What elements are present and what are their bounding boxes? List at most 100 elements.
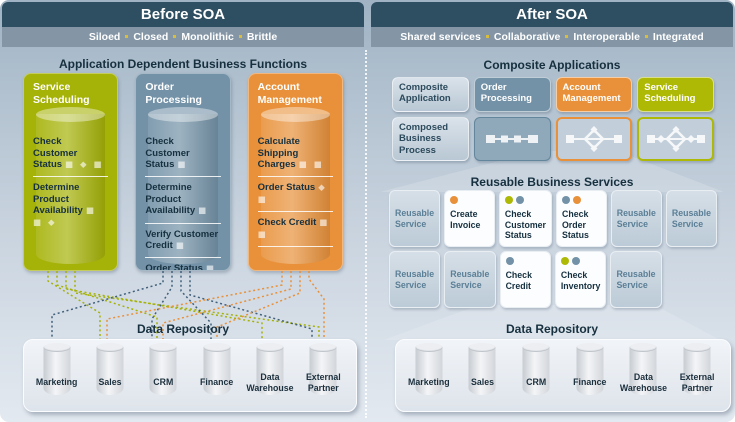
app-name: Service Scheduling bbox=[33, 81, 90, 107]
reusable-service-box: Reusable Service bbox=[610, 190, 662, 247]
database-label: External Partner bbox=[679, 372, 715, 393]
cylinder-icon bbox=[260, 107, 330, 264]
right-data-repository: Marketing Sales CRM Finance Data Warehou… bbox=[395, 339, 731, 412]
application-silos: Service Scheduling Check Customer Status… bbox=[23, 73, 343, 271]
database-marketing: Marketing bbox=[404, 340, 454, 411]
reusable-service-box: Reusable Service bbox=[444, 251, 496, 308]
service-label: Check Order Status bbox=[561, 209, 589, 241]
create-invoice-service-box: Create Invoice bbox=[444, 190, 495, 247]
app-function: Check Customer Status ■ bbox=[145, 131, 220, 176]
tagline-dot-icon bbox=[644, 35, 648, 38]
before-soa-tagline: Siloed Closed Monolithic Brittle bbox=[2, 27, 364, 47]
green-status-dot-icon bbox=[560, 257, 569, 265]
tagline-dot-icon bbox=[485, 35, 489, 38]
database-sales: Sales bbox=[457, 340, 507, 411]
tagline-word: Collaborative bbox=[493, 31, 561, 43]
function-label: Determine Product Availability bbox=[33, 182, 83, 217]
decision-flow-box bbox=[637, 117, 714, 162]
database-label: CRM bbox=[526, 377, 547, 388]
before-soa-panel: Before SOA Siloed Closed Monolithic Brittle… bbox=[0, 0, 366, 422]
service-scheduling-box: Service Scheduling bbox=[637, 77, 714, 112]
reusable-services-row-2: Reusable Service Reusable Service Check … bbox=[389, 251, 717, 308]
database-label: Data Warehouse bbox=[619, 372, 667, 393]
reusable-service-box: Reusable Service bbox=[610, 251, 662, 308]
reusable-services-row-1: Reusable Service Create Invoice Check Cu… bbox=[389, 190, 717, 247]
database-cylinder-icon bbox=[683, 343, 711, 395]
service-marker-icons: ■ bbox=[198, 206, 209, 217]
service-dots bbox=[560, 257, 601, 267]
database-cylinder-icon bbox=[522, 343, 550, 395]
reusable-service-box: Reusable Service bbox=[389, 190, 441, 247]
service-label: Check Customer Status bbox=[504, 209, 546, 241]
service-label: Check Credit bbox=[505, 270, 532, 291]
blue-status-dot-icon bbox=[505, 257, 514, 265]
tagline-word: Closed bbox=[133, 31, 169, 43]
service-label: Reusable Service bbox=[616, 268, 656, 290]
service-marker-icons: ■ ■ bbox=[257, 218, 330, 240]
check-credit-service-box: Check Credit bbox=[499, 251, 551, 308]
tagline-dot-icon bbox=[565, 35, 569, 38]
database-finance: Finance bbox=[192, 340, 242, 411]
after-soa-panel: After SOA Shared services Collaborative In… bbox=[369, 0, 735, 422]
service-marker-icons: ■ bbox=[175, 240, 186, 251]
database-cylinder-icon bbox=[203, 343, 231, 395]
after-soa-tagline: Shared services Collaborative Interoperabl… bbox=[371, 27, 733, 47]
orange-status-dot-icon bbox=[572, 196, 581, 204]
app-function: Order Status ◆ ■ bbox=[257, 176, 333, 211]
database-sales: Sales bbox=[85, 340, 135, 411]
service-dots bbox=[504, 196, 546, 206]
tagline-word: Monolithic bbox=[181, 31, 234, 43]
service-marker-icons: ■ bbox=[205, 264, 216, 271]
service-label: Reusable Service bbox=[671, 207, 711, 229]
app-function: Check Customer Status ■ ◆ ■ bbox=[33, 131, 108, 176]
app-name: Order Processing bbox=[145, 81, 202, 107]
tagline-dot-icon bbox=[173, 35, 177, 38]
service-marker-icons: ■ ■ ◆ bbox=[33, 206, 96, 228]
cylinder-icon bbox=[148, 107, 218, 264]
order-processing-box: Order Processing bbox=[473, 77, 551, 112]
database-cylinder-icon bbox=[256, 343, 284, 395]
service-label: Reusable Service bbox=[395, 207, 435, 229]
database-label: Marketing bbox=[408, 377, 450, 388]
empty-cell bbox=[666, 251, 717, 308]
blue-status-dot-icon bbox=[561, 196, 570, 204]
app-function: Calculate Shipping Charges ■ ■ bbox=[258, 131, 333, 176]
app-name: Account Management bbox=[257, 81, 322, 107]
function-label: Order Status bbox=[145, 263, 203, 271]
tagline-word: Brittle bbox=[246, 31, 278, 43]
service-label: Create Invoice bbox=[450, 209, 481, 230]
database-external-partner: External Partner bbox=[672, 340, 722, 411]
service-label: Reusable Service bbox=[450, 268, 490, 290]
app-function-list: Calculate Shipping Charges ■ ■ Order Stat… bbox=[257, 131, 333, 247]
function-label: Calculate Shipping Charges bbox=[257, 136, 300, 171]
service-marker-icons: ■ bbox=[177, 160, 188, 171]
app-function: Determine Product Availability ■ ■ ◆ bbox=[33, 176, 109, 234]
database-external-partner: External Partner bbox=[298, 340, 348, 411]
database-cylinder-icon bbox=[468, 343, 496, 395]
app-function: Check Credit ■ ■ bbox=[257, 211, 333, 247]
after-soa-header: After SOA bbox=[371, 2, 733, 27]
tagline-word: Interoperable bbox=[573, 31, 640, 43]
composed-process-row: Composed Business Process bbox=[392, 117, 714, 162]
check-customer-status-service-box: Check Customer Status bbox=[498, 190, 552, 247]
database-cylinder-icon bbox=[576, 343, 604, 395]
tagline-dot-icon bbox=[125, 35, 129, 38]
database-cylinder-icon bbox=[415, 343, 443, 395]
service-label: Reusable Service bbox=[616, 207, 656, 229]
reusable-services-title: Reusable Business Services bbox=[470, 175, 634, 189]
tagline-word: Siloed bbox=[88, 31, 121, 43]
left-repository-title: Data Repository bbox=[136, 322, 230, 336]
app-function: Order Status ■ bbox=[145, 257, 221, 271]
database-crm: CRM bbox=[138, 340, 188, 411]
connector-lines bbox=[47, 271, 325, 341]
database-label: CRM bbox=[153, 377, 174, 388]
database-cylinder-icon bbox=[629, 343, 657, 395]
blue-status-dot-icon bbox=[571, 257, 580, 265]
database-cylinder-icon bbox=[149, 343, 177, 395]
app-box-service-scheduling: Service Scheduling Check Customer Status… bbox=[23, 73, 119, 271]
left-section-title: Application Dependent Business Functions bbox=[58, 57, 308, 71]
right-repository-title: Data Repository bbox=[505, 322, 599, 336]
decision-flow-box bbox=[555, 117, 633, 162]
app-function-list: Check Customer Status ■ Determine Product… bbox=[145, 131, 221, 271]
